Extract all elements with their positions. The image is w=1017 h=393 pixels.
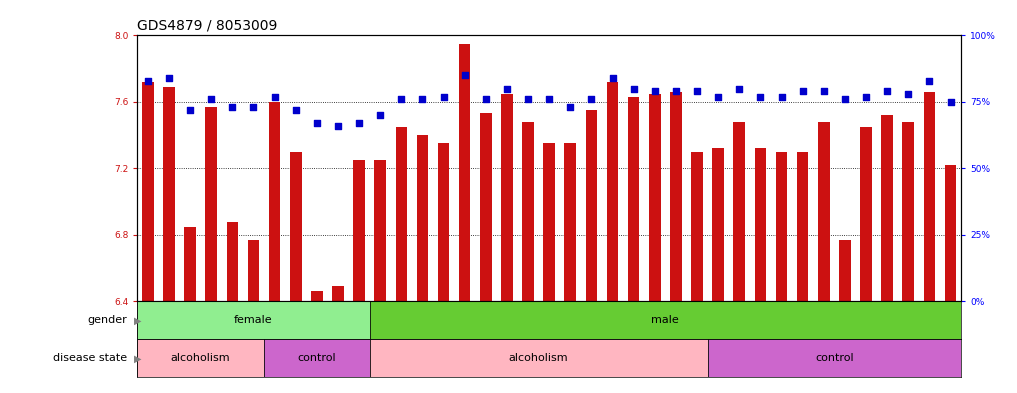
Point: [710, 94, 726, 100]
Text: disease state: disease state: [53, 353, 127, 363]
Point: [689, 88, 705, 94]
Point: [520, 96, 536, 102]
Bar: [670, 92, 681, 301]
Bar: [184, 226, 196, 301]
Bar: [333, 286, 344, 301]
Point: [562, 104, 579, 110]
Bar: [860, 127, 872, 301]
Bar: [417, 135, 428, 301]
Bar: [586, 110, 597, 301]
Point: [879, 88, 895, 94]
Text: alcoholism: alcoholism: [171, 353, 231, 363]
Bar: [839, 240, 850, 301]
Point: [245, 104, 261, 110]
Bar: [268, 102, 281, 301]
Point: [288, 107, 304, 113]
Text: ▶: ▶: [134, 353, 141, 363]
Point: [668, 88, 684, 94]
Bar: [776, 152, 787, 301]
Bar: [882, 115, 893, 301]
Point: [266, 94, 283, 100]
Point: [647, 88, 663, 94]
Text: gender: gender: [87, 315, 127, 325]
Point: [943, 99, 959, 105]
Bar: [248, 240, 259, 301]
Text: control: control: [815, 353, 853, 363]
Text: alcoholism: alcoholism: [508, 353, 569, 363]
Bar: [137, 301, 369, 339]
Bar: [708, 339, 961, 377]
Bar: [459, 44, 471, 301]
Point: [203, 96, 220, 102]
Text: female: female: [234, 315, 273, 325]
Point: [414, 96, 430, 102]
Bar: [437, 143, 450, 301]
Point: [584, 96, 600, 102]
Point: [837, 96, 853, 102]
Point: [394, 96, 410, 102]
Text: control: control: [298, 353, 337, 363]
Bar: [205, 107, 217, 301]
Point: [309, 120, 325, 126]
Point: [604, 75, 620, 81]
Point: [161, 75, 177, 81]
Bar: [501, 94, 513, 301]
Bar: [564, 143, 576, 301]
Bar: [755, 149, 766, 301]
Point: [372, 112, 388, 118]
Point: [457, 72, 473, 78]
Point: [498, 85, 515, 92]
Point: [224, 104, 240, 110]
Point: [139, 77, 156, 84]
Bar: [142, 82, 154, 301]
Bar: [396, 127, 407, 301]
Bar: [627, 97, 640, 301]
Bar: [290, 152, 301, 301]
Bar: [543, 143, 555, 301]
Bar: [923, 92, 936, 301]
Bar: [649, 94, 661, 301]
Bar: [523, 122, 534, 301]
Point: [794, 88, 811, 94]
Text: GDS4879 / 8053009: GDS4879 / 8053009: [137, 19, 278, 33]
Bar: [374, 160, 386, 301]
Text: ▶: ▶: [134, 315, 141, 325]
Bar: [712, 149, 724, 301]
Bar: [692, 152, 703, 301]
Bar: [369, 339, 708, 377]
Point: [900, 91, 916, 97]
Point: [921, 77, 938, 84]
Bar: [137, 339, 264, 377]
Point: [478, 96, 494, 102]
Point: [753, 94, 769, 100]
Bar: [227, 222, 238, 301]
Text: male: male: [652, 315, 679, 325]
Point: [625, 85, 642, 92]
Bar: [945, 165, 956, 301]
Point: [351, 120, 367, 126]
Bar: [818, 122, 830, 301]
Bar: [163, 87, 175, 301]
Point: [435, 94, 452, 100]
Point: [330, 123, 346, 129]
Bar: [480, 114, 491, 301]
Bar: [797, 152, 809, 301]
Bar: [607, 82, 618, 301]
Point: [182, 107, 198, 113]
Point: [858, 94, 875, 100]
Point: [773, 94, 789, 100]
Bar: [264, 339, 369, 377]
Point: [731, 85, 747, 92]
Bar: [733, 122, 745, 301]
Bar: [902, 122, 914, 301]
Point: [816, 88, 832, 94]
Point: [541, 96, 557, 102]
Bar: [311, 291, 322, 301]
Bar: [369, 301, 961, 339]
Bar: [353, 160, 365, 301]
